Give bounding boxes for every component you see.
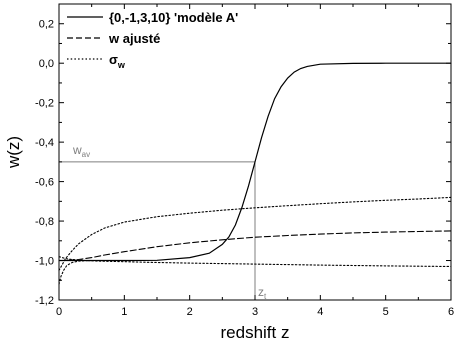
- w-av-annotation: wav: [72, 143, 90, 159]
- x-tick-label: 4: [317, 306, 323, 318]
- x-tick-label: 3: [252, 306, 258, 318]
- y-tick-label: -0,2: [35, 98, 54, 110]
- y-tick-label: -0,4: [35, 137, 54, 149]
- x-axis-label: redshift z: [221, 323, 290, 342]
- y-axis-label: w(z): [4, 136, 23, 169]
- series-line-3: [58, 256, 452, 268]
- legend-label: {0,-1,3,10} 'modèle A': [109, 10, 238, 25]
- y-tick-label: -1,0: [35, 256, 54, 268]
- x-tick-label: 0: [56, 306, 62, 318]
- series-line-4: [58, 259, 93, 285]
- series-line-2: [58, 196, 452, 271]
- y-tick-label: -1,2: [35, 295, 54, 307]
- x-tick-label: 2: [187, 306, 193, 318]
- y-tick-label: 0,2: [39, 19, 54, 31]
- x-tick-label: 6: [448, 306, 454, 318]
- z-t-annotation: zt: [258, 285, 267, 301]
- y-tick-label: 0,0: [39, 58, 54, 70]
- y-tick-label: -0,8: [35, 216, 54, 228]
- series-line-0: [58, 62, 452, 262]
- legend-label: w ajusté: [108, 31, 160, 46]
- series-line-1: [58, 230, 452, 262]
- x-tick-label: 5: [383, 306, 389, 318]
- x-tick-label: 1: [121, 306, 127, 318]
- y-tick-label: -0,6: [35, 177, 54, 189]
- legend-label: σw: [109, 52, 126, 70]
